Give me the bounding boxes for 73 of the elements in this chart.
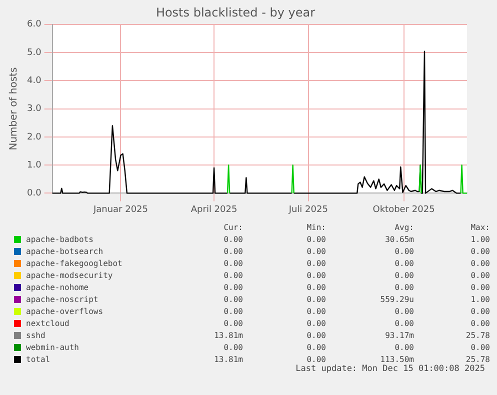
text: 0.00 [222,246,243,258]
text: 0.00 [222,306,243,318]
y-tick-label: 0.0 [26,188,42,199]
text: 0.00 [470,246,490,258]
text: 559.29u [379,294,414,306]
text: 0.00 [222,234,243,246]
text: 0.00 [394,258,414,270]
x-tick-label: Januar 2025 [92,204,148,215]
text: 1.00 [470,234,490,246]
text: Min: [306,222,326,234]
y-tick-label: 3.0 [26,104,42,114]
text: 0.00 [394,270,414,282]
legend-label: sshd [25,330,46,342]
text: 0.00 [306,270,326,282]
legend-label: webmin-auth [25,342,80,354]
text: 0.00 [306,246,326,258]
text: 0.00 [306,330,326,342]
text: Max: [470,222,490,234]
text: 0.00 [394,318,414,330]
legend-label: apache-noscript [25,294,100,306]
legend-label: apache-badbots [25,234,94,246]
text: 0.00 [470,282,490,294]
text: 0.00 [222,270,243,282]
text: 13.81m [213,354,243,366]
y-tick-label: 6.0 [26,20,42,30]
text: 25.78 [464,354,490,364]
legend-label: apache-overflows [25,306,104,318]
text: 0.00 [306,306,326,318]
x-tick-label: April 2025 [190,204,238,215]
text: 0.00 [394,282,414,294]
text: 30.65m [384,234,414,246]
text: 0.00 [470,318,490,330]
text: 0.00 [222,282,243,294]
text: Avg: [394,222,414,234]
text: 113.50m [379,354,414,364]
text: 0.00 [306,342,326,354]
text: 0.00 [306,318,326,330]
text: 0.00 [394,306,414,318]
text: 0.00 [394,342,414,354]
text: 0.00 [470,306,490,318]
text: 0.00 [470,258,490,270]
legend-label: total [25,354,52,366]
text: 0.00 [394,246,414,258]
legend-label: apache-nohome [25,282,90,294]
y-tick-label: 2.0 [26,132,42,142]
legend-label: apache-modsecurity [25,270,114,282]
text: 0.00 [222,294,243,306]
text: 0.00 [222,318,243,330]
text: 1.00 [470,294,490,306]
text: 0.00 [222,258,243,270]
text: 93.17m [384,330,414,342]
text: 0.00 [306,294,326,306]
text: 0.00 [306,258,326,270]
text: Cur: [222,222,243,234]
x-tick-label: Juli 2025 [288,204,328,215]
y-tick-label: 4.0 [26,76,42,86]
legend-label: apache-fakegooglebot [25,258,124,270]
legend-label: apache-botsearch [25,246,104,258]
y-tick-label: 1.0 [26,160,42,170]
y-axis-title: Number of hosts [8,67,20,150]
text: 0.00 [306,282,326,294]
x-tick-label: Oktober 2025 [372,204,435,215]
text: 0.00 [222,342,243,354]
y-tick-label: 5.0 [26,48,42,58]
text: 0.00 [306,234,326,246]
text: 0.00 [470,270,490,282]
text: Last update: Mon Dec 15 01:00:08 2025 [296,364,485,374]
text: 0.00 [470,342,490,354]
legend-label: nextcloud [25,318,70,330]
text: 25.78 [464,330,490,342]
text: 13.81m [213,330,243,342]
text: 0.00 [306,354,326,364]
chart-title: Hosts blacklisted - by year [156,5,316,20]
